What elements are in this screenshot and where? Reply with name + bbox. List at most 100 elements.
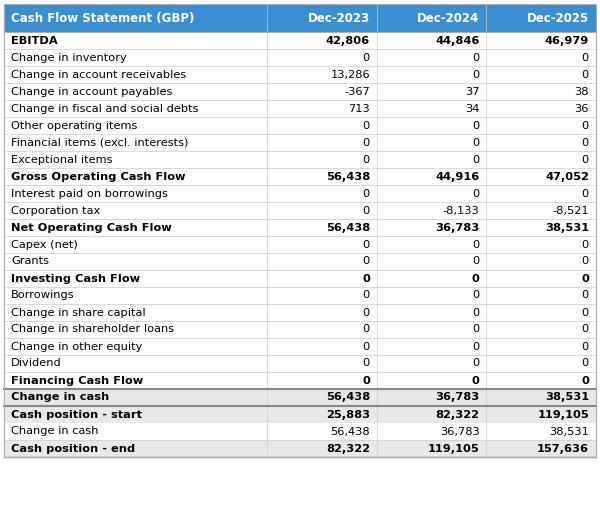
Text: 82,322: 82,322	[436, 410, 479, 419]
Text: 0: 0	[472, 376, 479, 385]
Text: -367: -367	[344, 87, 370, 97]
Text: Change in cash: Change in cash	[11, 427, 98, 437]
Bar	[4, 253, 596, 270]
Text: Change in share capital: Change in share capital	[11, 307, 146, 318]
Text: 0: 0	[363, 52, 370, 63]
Bar	[4, 4, 596, 32]
Text: 0: 0	[363, 358, 370, 369]
Text: Change in cash: Change in cash	[11, 392, 109, 403]
Text: -8,133: -8,133	[443, 206, 479, 215]
Text: 0: 0	[582, 291, 589, 300]
Text: 119,105: 119,105	[537, 410, 589, 419]
Text: 0: 0	[363, 307, 370, 318]
Text: 42,806: 42,806	[326, 36, 370, 45]
Bar	[4, 321, 596, 338]
Text: 36,783: 36,783	[440, 427, 479, 437]
Text: 0: 0	[363, 206, 370, 215]
Text: 0: 0	[363, 188, 370, 199]
Text: 0: 0	[363, 257, 370, 267]
Text: 38: 38	[575, 87, 589, 97]
Text: 25,883: 25,883	[326, 410, 370, 419]
Text: 0: 0	[581, 376, 589, 385]
Text: Dec-2023: Dec-2023	[308, 12, 370, 24]
Text: 0: 0	[472, 291, 479, 300]
Text: Investing Cash Flow: Investing Cash Flow	[11, 273, 140, 284]
Text: Change in account receivables: Change in account receivables	[11, 70, 186, 79]
Text: 56,438: 56,438	[326, 392, 370, 403]
Text: Cash Flow Statement (GBP): Cash Flow Statement (GBP)	[11, 12, 194, 24]
Text: 0: 0	[582, 307, 589, 318]
Bar	[4, 423, 596, 440]
Bar	[4, 134, 596, 151]
Text: Gross Operating Cash Flow: Gross Operating Cash Flow	[11, 172, 185, 182]
Text: EBITDA: EBITDA	[11, 36, 58, 45]
Text: Exceptional items: Exceptional items	[11, 155, 113, 164]
Text: 0: 0	[472, 307, 479, 318]
Text: 0: 0	[582, 188, 589, 199]
Bar	[4, 151, 596, 168]
Text: 0: 0	[363, 342, 370, 352]
Text: 0: 0	[363, 291, 370, 300]
Bar	[4, 219, 596, 236]
Text: 34: 34	[465, 103, 479, 114]
Text: Financing Cash Flow: Financing Cash Flow	[11, 376, 143, 385]
Text: 0: 0	[362, 273, 370, 284]
Text: Change in fiscal and social debts: Change in fiscal and social debts	[11, 103, 199, 114]
Text: 0: 0	[472, 121, 479, 130]
Text: 56,438: 56,438	[326, 172, 370, 182]
Text: 36,783: 36,783	[435, 392, 479, 403]
Bar	[4, 355, 596, 372]
Bar	[4, 202, 596, 219]
Text: 0: 0	[472, 358, 479, 369]
Text: 44,846: 44,846	[435, 36, 479, 45]
Text: Borrowings: Borrowings	[11, 291, 74, 300]
Bar	[4, 66, 596, 83]
Bar	[4, 372, 596, 389]
Text: 0: 0	[582, 257, 589, 267]
Text: 0: 0	[363, 137, 370, 148]
Text: Financial items (excl. interests): Financial items (excl. interests)	[11, 137, 188, 148]
Text: Change in inventory: Change in inventory	[11, 52, 127, 63]
Text: 13,286: 13,286	[331, 70, 370, 79]
Text: 0: 0	[472, 240, 479, 249]
Text: 36,783: 36,783	[435, 222, 479, 233]
Text: 0: 0	[363, 325, 370, 334]
Text: 38,531: 38,531	[545, 392, 589, 403]
Text: 0: 0	[582, 70, 589, 79]
Text: 46,979: 46,979	[545, 36, 589, 45]
Text: Change in other equity: Change in other equity	[11, 342, 142, 352]
Bar	[4, 338, 596, 355]
Text: 0: 0	[472, 70, 479, 79]
Text: Cash position - start: Cash position - start	[11, 410, 142, 419]
Text: 0: 0	[582, 240, 589, 249]
Bar	[4, 287, 596, 304]
Text: 0: 0	[363, 155, 370, 164]
Text: Dec-2024: Dec-2024	[417, 12, 479, 24]
Text: 0: 0	[472, 155, 479, 164]
Bar	[4, 185, 596, 202]
Text: 0: 0	[472, 52, 479, 63]
Text: 0: 0	[582, 155, 589, 164]
Bar	[4, 168, 596, 185]
Text: 0: 0	[363, 240, 370, 249]
Text: 0: 0	[472, 257, 479, 267]
Text: Other operating items: Other operating items	[11, 121, 137, 130]
Text: Change in account payables: Change in account payables	[11, 87, 172, 97]
Text: Dividend: Dividend	[11, 358, 62, 369]
Text: Cash position - end: Cash position - end	[11, 443, 135, 454]
Text: Corporation tax: Corporation tax	[11, 206, 100, 215]
Text: 56,438: 56,438	[326, 222, 370, 233]
Text: 44,916: 44,916	[435, 172, 479, 182]
Bar	[4, 83, 596, 100]
Text: 0: 0	[472, 273, 479, 284]
Text: 0: 0	[582, 52, 589, 63]
Bar	[4, 117, 596, 134]
Text: 157,636: 157,636	[537, 443, 589, 454]
Text: 0: 0	[582, 137, 589, 148]
Text: 0: 0	[472, 325, 479, 334]
Text: 38,531: 38,531	[545, 222, 589, 233]
Text: 82,322: 82,322	[326, 443, 370, 454]
Bar	[4, 270, 596, 287]
Text: 0: 0	[363, 121, 370, 130]
Text: 0: 0	[581, 273, 589, 284]
